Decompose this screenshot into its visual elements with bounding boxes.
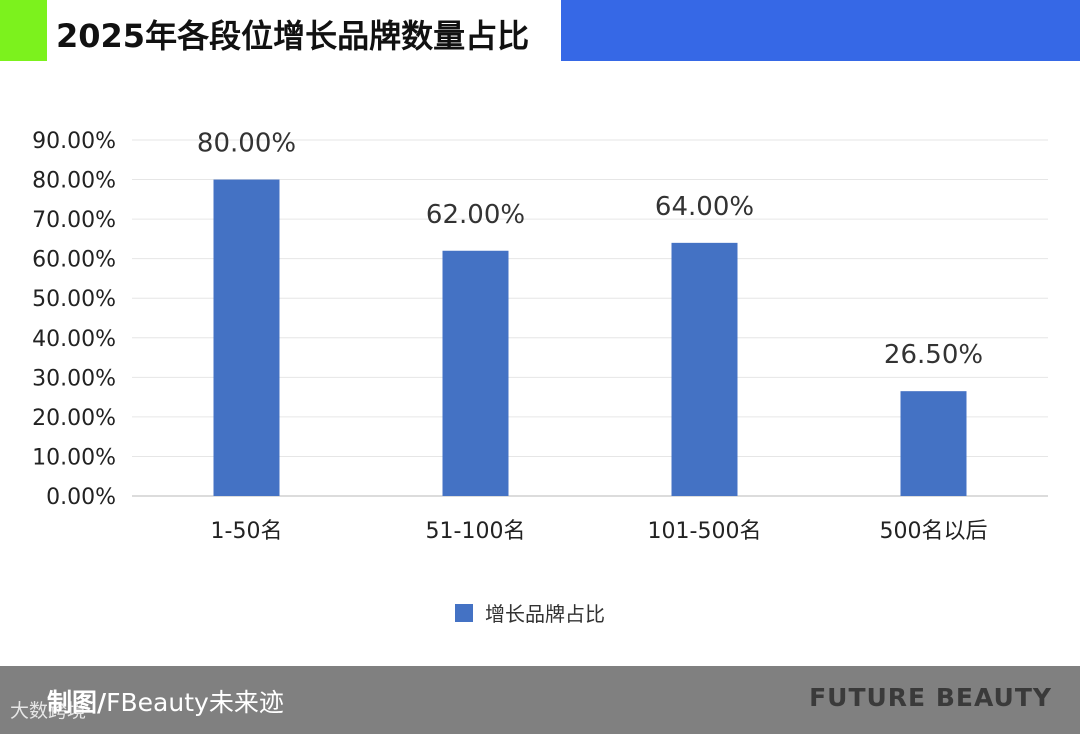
y-tick-label: 80.00% (32, 169, 116, 194)
title-accent-right (561, 0, 1080, 61)
watermark: 大数跨境 (10, 700, 87, 722)
credit-name: FBeauty未来迹 (106, 688, 284, 717)
legend-swatch (455, 603, 473, 622)
chart-legend: 增长品牌占比 (455, 598, 605, 627)
y-tick-label: 10.00% (32, 445, 116, 470)
y-tick-label: 20.00% (32, 406, 116, 431)
x-tick-label: 51-100名 (426, 519, 526, 544)
x-tick-label: 500名以后 (880, 519, 988, 544)
bar (213, 179, 280, 497)
x-tick-label: 1-50名 (211, 519, 283, 544)
bar (671, 242, 738, 496)
page-title: 2025年各段位增长品牌数量占比 (56, 17, 530, 55)
y-tick-label: 70.00% (32, 208, 116, 233)
bar (442, 250, 509, 496)
y-tick-label: 30.00% (32, 366, 116, 391)
y-tick-label: 50.00% (32, 287, 116, 312)
y-tick-label: 40.00% (32, 327, 116, 352)
credit-prefix: 制图/ (47, 688, 107, 717)
data-label: 26.50% (884, 340, 983, 370)
x-tick-label: 101-500名 (648, 519, 762, 544)
bar-chart: 0.00% 10.00% 20.00% 30.00% 40.00% 50.00% 60.00… (32, 129, 1048, 544)
bar (900, 391, 967, 496)
y-tick-label: 90.00% (32, 129, 116, 154)
data-label: 64.00% (655, 192, 754, 222)
data-label: 80.00% (197, 129, 296, 159)
title-accent-left (0, 0, 47, 61)
brand-logo-text: FUTURE BEAUTY (809, 683, 1052, 712)
y-tick-label: 60.00% (32, 248, 116, 273)
footer-bar: 制图/FBeauty未来迹 大数跨境 FUTURE BEAUTY (0, 666, 1080, 734)
y-tick-label: 0.00% (46, 485, 116, 510)
credit: 制图/FBeauty未来迹 (47, 683, 284, 719)
data-label: 62.00% (426, 200, 525, 230)
legend-label: 增长品牌占比 (485, 602, 605, 626)
